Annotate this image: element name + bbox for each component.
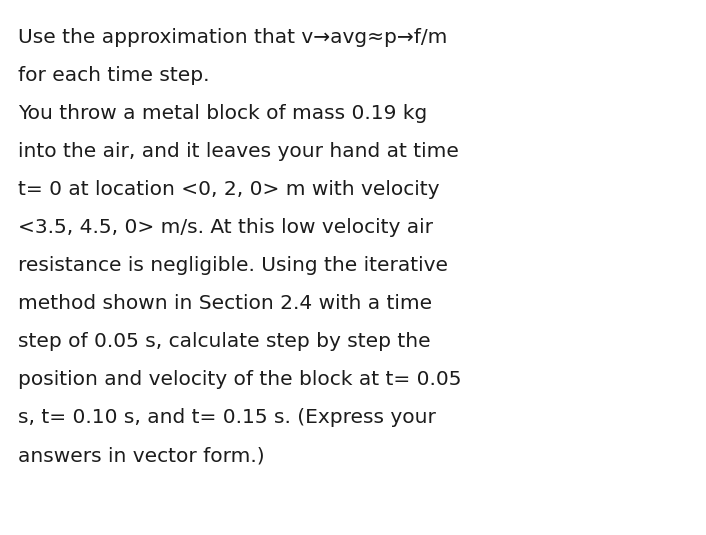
Text: resistance is negligible. Using the iterative: resistance is negligible. Using the iter… — [18, 256, 448, 275]
Text: for each time step.: for each time step. — [18, 66, 210, 85]
Text: s, t= 0.10 s, and t= 0.15 s. (Express your: s, t= 0.10 s, and t= 0.15 s. (Express yo… — [18, 408, 436, 427]
Text: step of 0.05 s, calculate step by step the: step of 0.05 s, calculate step by step t… — [18, 332, 431, 351]
Text: <3.5, 4.5, 0> m/s. At this low velocity air: <3.5, 4.5, 0> m/s. At this low velocity … — [18, 218, 433, 237]
Text: You throw a metal block of mass 0.19 kg: You throw a metal block of mass 0.19 kg — [18, 104, 427, 123]
Text: method shown in Section 2.4 with a time: method shown in Section 2.4 with a time — [18, 294, 432, 313]
Text: position and velocity of the block at t= 0.05: position and velocity of the block at t=… — [18, 370, 462, 389]
Text: Use the approximation that v→avg≈p→f/m: Use the approximation that v→avg≈p→f/m — [18, 28, 448, 47]
Text: t= 0 at location <0, 2, 0> m with velocity: t= 0 at location <0, 2, 0> m with veloci… — [18, 180, 440, 199]
Text: answers in vector form.): answers in vector form.) — [18, 446, 265, 465]
Text: into the air, and it leaves your hand at time: into the air, and it leaves your hand at… — [18, 142, 459, 161]
